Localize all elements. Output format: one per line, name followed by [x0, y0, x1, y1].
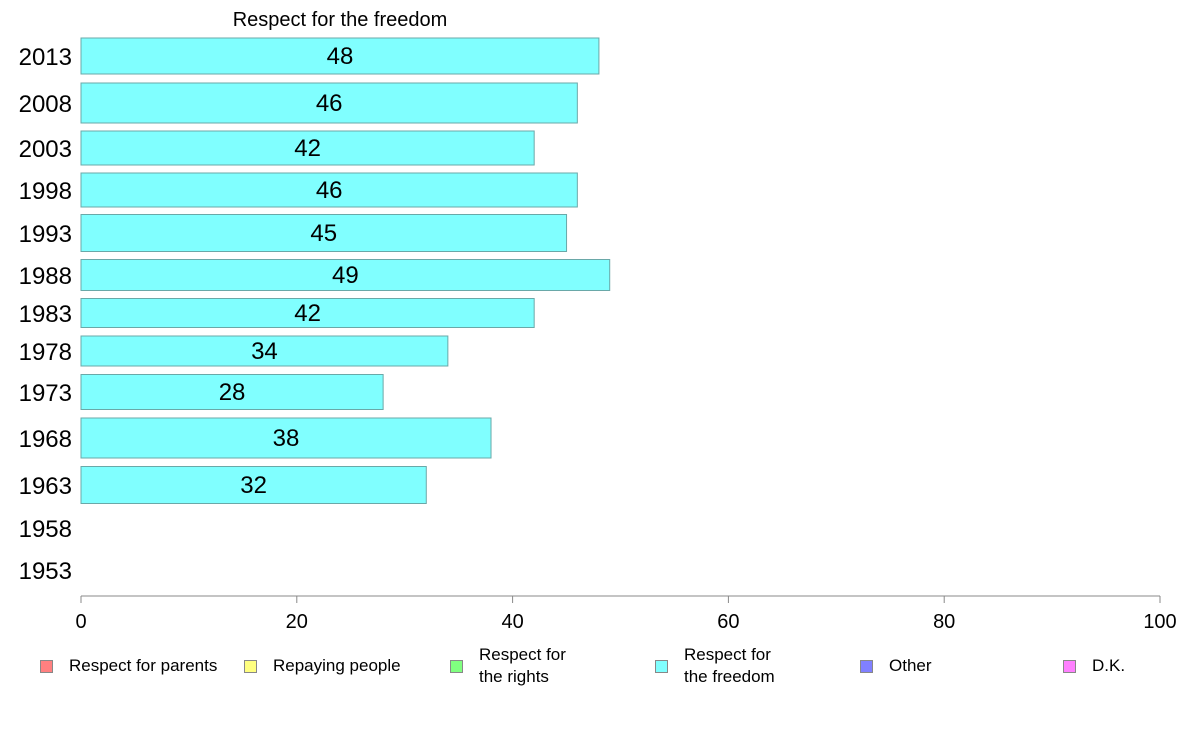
legend-swatch	[244, 659, 257, 673]
bar-1973	[80, 374, 384, 410]
x-axis: 0 20 40 60 80 100	[75, 595, 1177, 633]
bar-2003	[80, 130, 535, 166]
data-label-2013: 48	[327, 43, 354, 70]
legend-label: D.K.	[1092, 656, 1126, 675]
y-label-1968: 1968	[19, 426, 72, 453]
legend-swatch	[655, 659, 668, 673]
legend-swatch	[450, 659, 463, 673]
data-label-1968: 38	[273, 425, 300, 452]
chart-title: Respect for the freedom	[233, 9, 448, 31]
bar-chart: Respect for the freedom 48 46 42 46 45 49 42 34…	[19, 9, 1177, 633]
legend-label: Respect for parents	[69, 656, 218, 675]
legend-item: D.K.	[1063, 644, 1125, 688]
bar-1993	[80, 214, 568, 252]
y-label-1958: 1958	[19, 516, 72, 543]
x-tick-label: 80	[933, 611, 955, 633]
y-label-1973: 1973	[19, 380, 72, 407]
data-label-1963: 32	[240, 472, 267, 499]
legend-swatch	[1063, 659, 1076, 673]
y-label-2003: 2003	[19, 136, 72, 163]
data-label-1998: 46	[316, 177, 343, 204]
y-label-1953: 1953	[19, 558, 72, 585]
data-label-1988: 49	[332, 262, 359, 289]
y-label-1978: 1978	[19, 339, 72, 366]
y-label-2008: 2008	[19, 91, 72, 118]
x-tick-label: 20	[286, 611, 308, 633]
legend-item: Other	[860, 644, 932, 688]
data-label-2003: 42	[294, 135, 321, 162]
legend-label: Respect for the freedom	[684, 645, 775, 686]
y-label-1993: 1993	[19, 221, 72, 248]
bar-1998	[80, 172, 578, 208]
bar-2013	[80, 37, 600, 75]
bar-1963	[80, 466, 427, 504]
legend-item: Respect for the rights	[450, 644, 566, 688]
x-tick-label: 60	[717, 611, 739, 633]
data-label-1978: 34	[251, 338, 278, 365]
legend-label: Repaying people	[273, 656, 401, 675]
x-tick-label: 100	[1143, 611, 1176, 633]
bar-1968	[80, 417, 492, 459]
bar-1983	[80, 298, 535, 328]
bar-1978	[80, 335, 449, 367]
legend-label: Respect for the rights	[479, 645, 566, 686]
data-label-2008: 46	[316, 90, 343, 117]
y-label-1998: 1998	[19, 178, 72, 205]
y-label-2013: 2013	[19, 44, 72, 71]
bar-1988	[80, 259, 611, 291]
x-tick-label: 0	[75, 611, 86, 633]
legend-swatch	[40, 659, 53, 673]
y-axis-labels: 2013 2008 2003 1998 1993 1988 1983 1978 1973 1968…	[19, 44, 72, 585]
y-label-1988: 1988	[19, 263, 72, 290]
y-label-1983: 1983	[19, 301, 72, 328]
data-label-1993: 45	[310, 220, 337, 247]
x-tick-label: 40	[501, 611, 523, 633]
data-label-1973: 28	[219, 379, 246, 406]
legend-swatch	[860, 659, 873, 673]
legend-item: Respect for the freedom	[655, 644, 775, 688]
legend-item: Repaying people	[244, 644, 401, 688]
legend-label: Other	[889, 656, 932, 675]
y-label-1963: 1963	[19, 473, 72, 500]
legend-item: Respect for parents	[40, 644, 217, 688]
data-label-1983: 42	[294, 300, 321, 327]
bar-2008	[80, 82, 578, 124]
legend: Respect for parents Repaying people Respec…	[0, 640, 1188, 696]
